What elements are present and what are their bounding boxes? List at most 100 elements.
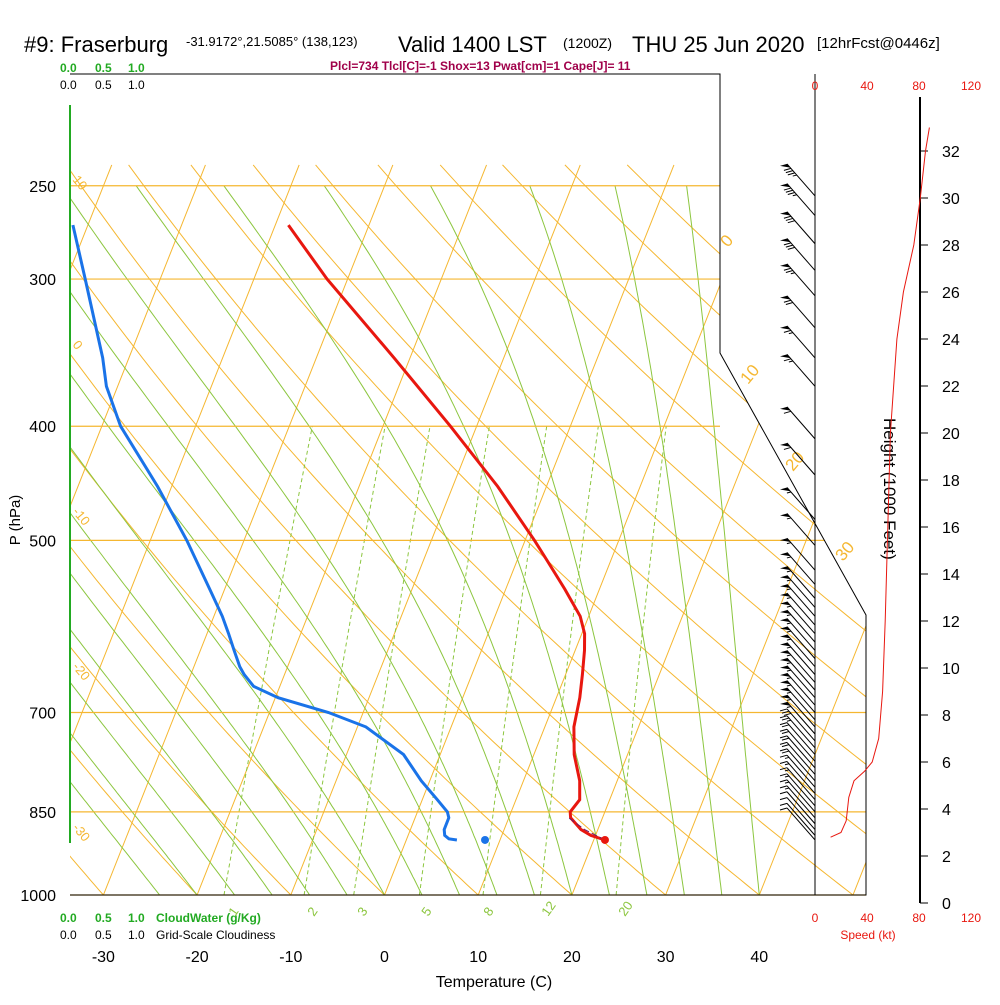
barb-half [787, 692, 791, 693]
barb-full [780, 709, 787, 711]
title-date: THU 25 Jun 2020 [632, 32, 804, 57]
barb-half [787, 706, 791, 707]
isotherm-label: -20 [70, 659, 94, 683]
isotherm [843, 165, 1000, 920]
height-tick-label: 26 [942, 285, 960, 302]
barb-full [788, 193, 795, 195]
barb-full [780, 729, 787, 731]
height-tick-label: 32 [942, 144, 960, 161]
cloud-green-tick-0: 0.0 [60, 61, 77, 75]
barb-staff [787, 723, 815, 755]
barb-full [784, 713, 791, 715]
barb-half [787, 678, 791, 679]
barb-staff [787, 264, 815, 296]
pressure-tick-label: 300 [29, 272, 56, 289]
temperature-tick-label: 40 [750, 949, 768, 966]
barb-full [780, 798, 787, 800]
barb-half [787, 615, 791, 616]
barb-full [780, 786, 787, 788]
barb-half [787, 598, 791, 599]
mixing-ratio-label: 3 [354, 904, 370, 919]
barb-full [780, 808, 787, 810]
barb-half [787, 492, 791, 493]
barb-full [786, 271, 793, 273]
cloud-black-tick-1: 0.5 [95, 78, 112, 92]
cloud-green-tick-bottom-1: 0.5 [95, 911, 112, 925]
barb-staff [787, 184, 815, 216]
barb-full [780, 803, 787, 805]
barb-full [788, 173, 795, 175]
cloud-green-tick-1: 0.5 [95, 61, 112, 75]
barb-staff [787, 602, 815, 634]
isotherm-label: -10 [70, 504, 94, 528]
pressure-tick-label: 850 [29, 805, 56, 822]
barb-full [780, 755, 787, 757]
barb-full [782, 732, 789, 734]
cloudiness-label: Grid-Scale Cloudiness [156, 928, 275, 942]
plot-frame [70, 74, 866, 895]
barb-staff [787, 709, 815, 741]
barb-full [786, 190, 793, 192]
barb-full [788, 247, 795, 249]
pressure-tick-label: 700 [29, 706, 56, 723]
speed-tick-bottom: 80 [912, 911, 926, 925]
cloud-green-tick-bottom-0: 0.0 [60, 911, 77, 925]
speed-tick-bottom: 40 [860, 911, 874, 925]
barb-full [780, 761, 787, 763]
height-tick-label: 24 [942, 332, 960, 349]
height-tick-label: 18 [942, 473, 960, 490]
barb-staff [787, 627, 815, 659]
barb-full [784, 359, 791, 361]
cloudwater-scale-top: 0.0 0.5 1.0 0.0 0.5 1.0 [60, 61, 145, 92]
temperature-tick-label: 0 [380, 949, 389, 966]
barb-staff [787, 736, 815, 768]
barb-half [787, 606, 791, 607]
mixing-ratio-label: 12 [538, 898, 559, 918]
wind-barb [780, 780, 815, 812]
pressure-tick-label: 1000 [20, 888, 56, 905]
barb-half [787, 518, 791, 519]
pressure-tick-label: 400 [29, 419, 56, 436]
cloudwater-label: CloudWater (g/Kg) [156, 911, 261, 925]
barb-half [785, 764, 789, 765]
barb-staff [787, 212, 815, 244]
wind-barb [780, 768, 815, 800]
cloud-black-tick-2: 1.0 [128, 78, 145, 92]
height-axis-label: Height (1000 Feet) [880, 418, 899, 560]
barb-half [785, 757, 789, 758]
barb-full [786, 303, 793, 305]
speed-tick-top: 80 [912, 79, 926, 93]
cloudwater-scale-bottom: 0.0 0.5 1.0 CloudWater (g/Kg) 0.0 0.5 1.… [60, 911, 275, 942]
height-tick-label: 20 [942, 426, 960, 443]
wind-barb [780, 407, 815, 439]
stability-indices: Plcl=734 Tlcl[C]=-1 Shox=13 Pwat[cm]=1 C… [330, 59, 631, 73]
title-valid: Valid 1400 LST [398, 32, 547, 57]
height-tick-label: 30 [942, 191, 960, 208]
barb-full [780, 716, 787, 718]
dry-adiabat [191, 165, 981, 920]
barb-half [787, 589, 791, 590]
height-tick-label: 22 [942, 379, 960, 396]
barb-half [787, 543, 791, 544]
mixing-ratio-line [616, 426, 666, 895]
barb-full [788, 221, 795, 223]
background-lines [0, 165, 1000, 920]
isotherm-label: 0 [70, 337, 86, 352]
barb-staff [787, 593, 815, 625]
mixing-ratio-line [304, 426, 385, 895]
barb-half [787, 571, 791, 572]
wind-barb [780, 786, 815, 818]
barb-staff [787, 407, 815, 439]
barb-full [782, 745, 789, 747]
wind-speed-line [831, 128, 930, 838]
height-tick-label: 10 [942, 661, 960, 678]
isotherm [468, 165, 767, 920]
barb-staff [787, 566, 815, 598]
wind-barb [780, 618, 815, 650]
temperature-tick-label: -10 [279, 949, 302, 966]
isotherm [749, 165, 1000, 920]
barb-full [782, 725, 789, 727]
barb-half [787, 699, 791, 700]
dry-adiabat [503, 165, 1000, 920]
barb-staff [787, 354, 815, 386]
